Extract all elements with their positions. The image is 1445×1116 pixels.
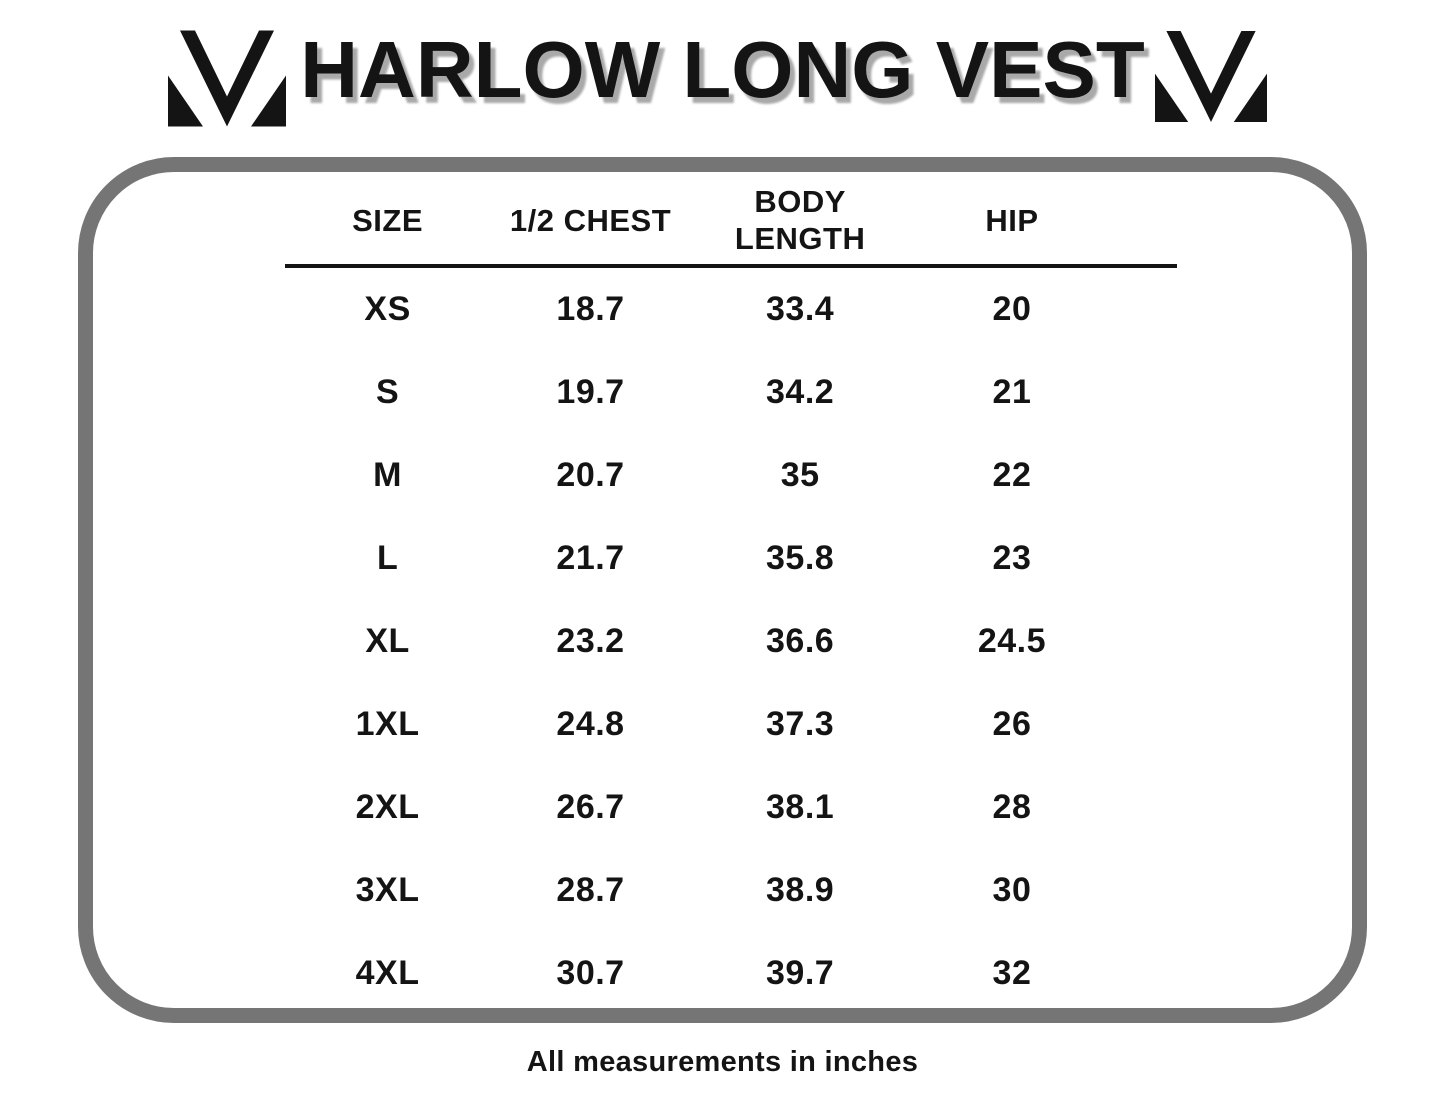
table-cell-half-chest: 23.2 [556, 622, 625, 660]
column-header-half-chest: 1/2 CHEST [509, 202, 672, 238]
table-header-row: SIZE 1/2 CHEST BODY LENGTH HIP [285, 178, 1177, 268]
table-cell-half-chest: 26.7 [556, 788, 625, 826]
table-cell-body-length: 39.7 [766, 954, 835, 992]
table-cell-hip: 26 [992, 705, 1032, 743]
table-cell-body-length: 38.1 [766, 788, 835, 826]
table-cell-body-length: 37.3 [766, 705, 835, 743]
column-header-hip: HIP [985, 202, 1039, 238]
table-cell-hip: 20 [992, 290, 1032, 328]
table-cell-half-chest: 18.7 [556, 290, 625, 328]
page-title: HARLOW LONG VEST [300, 25, 1145, 114]
table-cell-size: 3XL [355, 871, 420, 909]
table-cell-size: 1XL [355, 705, 420, 743]
column-header-size: SIZE [352, 202, 424, 238]
table-cell-half-chest: 28.7 [556, 871, 625, 909]
table-cell-body-length: 34.2 [766, 373, 835, 411]
brand-m-logo-icon [168, 30, 286, 127]
table-cell-size: XL [365, 622, 410, 660]
table-cell-size: 2XL [355, 788, 420, 826]
table-cell-body-length: 35.8 [766, 539, 835, 577]
table-cell-size: M [373, 456, 402, 494]
table-cell-size: 4XL [355, 954, 420, 992]
column-header-body-length-label: BODY LENGTH [734, 184, 866, 256]
table-cell-body-length: 33.4 [766, 290, 835, 328]
table-body: XS 18.7 33.4 20 S 19.7 34.2 21 M 20.7 35… [285, 268, 1177, 1015]
table-cell-body-length: 36.6 [766, 622, 835, 660]
table-cell-half-chest: 19.7 [556, 373, 625, 411]
size-chart-frame [78, 157, 1367, 1023]
table-cell-body-length: 35 [780, 456, 820, 494]
table-cell-size: XS [364, 290, 411, 328]
table-cell-half-chest: 24.8 [556, 705, 625, 743]
brand-m-logo-icon [1155, 26, 1267, 127]
measurements-note: All measurements in inches [526, 1046, 919, 1078]
size-chart-table: SIZE 1/2 CHEST BODY LENGTH HIP XS 18.7 3… [285, 178, 1177, 1015]
table-cell-hip: 22 [992, 456, 1032, 494]
table-cell-hip: 23 [992, 539, 1032, 577]
table-cell-half-chest: 21.7 [556, 539, 625, 577]
table-cell-hip: 30 [992, 871, 1032, 909]
table-cell-half-chest: 20.7 [556, 456, 625, 494]
table-cell-body-length: 38.9 [766, 871, 835, 909]
table-cell-half-chest: 30.7 [556, 954, 625, 992]
table-cell-hip: 28 [992, 788, 1032, 826]
column-header-body-length: BODY LENGTH [691, 184, 910, 257]
table-cell-hip: 24.5 [977, 622, 1047, 660]
table-cell-size: L [376, 539, 399, 577]
table-cell-size: S [375, 373, 400, 411]
table-cell-hip: 21 [992, 373, 1032, 411]
table-cell-hip: 32 [992, 954, 1032, 992]
